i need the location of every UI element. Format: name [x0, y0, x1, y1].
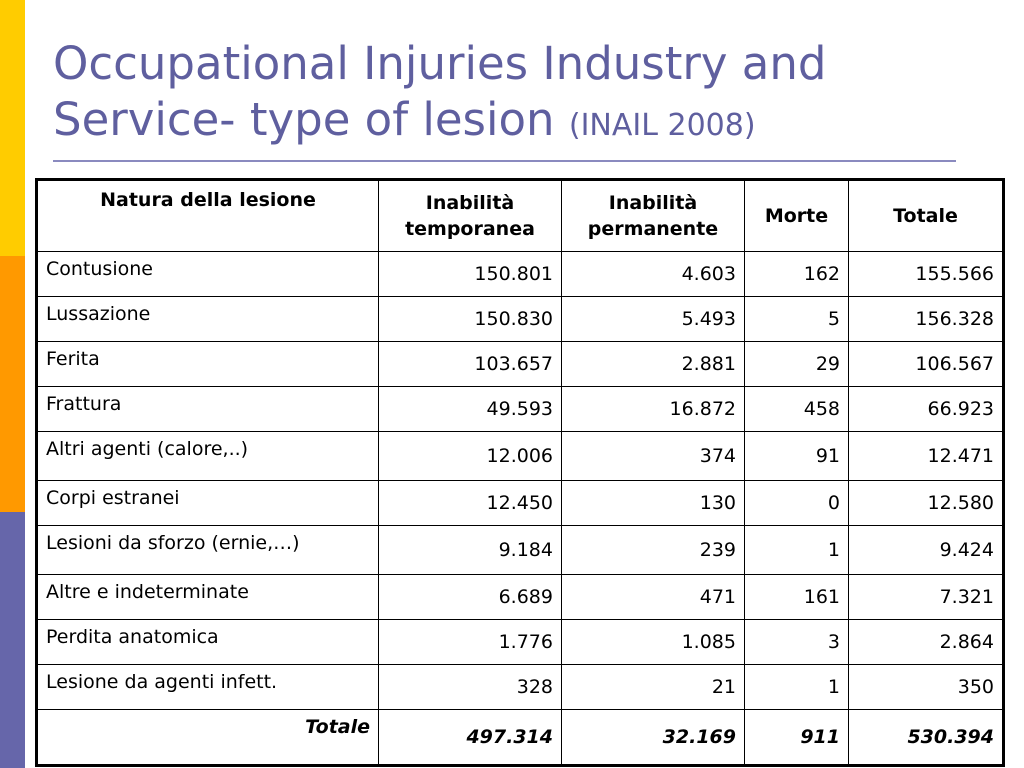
cell-inabilita-temporanea: 49.593 — [378, 386, 562, 432]
cell-inabilita-permanente: 130 — [561, 480, 745, 526]
table-row: Lussazione 150.830 5.493 5 156.328 — [36, 296, 1004, 342]
table-row: Perdita anatomica 1.776 1.085 3 2.864 — [36, 619, 1004, 665]
cell-inabilita-permanente: 471 — [561, 574, 745, 620]
table-row: Frattura 49.593 16.872 458 66.923 — [36, 386, 1004, 432]
table-row: Contusione 150.801 4.603 162 155.566 — [36, 251, 1004, 297]
cell-morte: 0 — [744, 480, 849, 526]
cell-inabilita-permanente: 2.881 — [561, 341, 745, 387]
slide-title-source: (INAIL 2008) — [568, 108, 756, 143]
row-label: Perdita anatomica — [36, 619, 379, 665]
table-row: Corpi estranei 12.450 130 0 12.580 — [36, 480, 1004, 526]
cell-totale: 66.923 — [848, 386, 1004, 432]
table-row: Altri agenti (calore,..) 12.006 374 91 1… — [36, 431, 1004, 481]
accent-bar-purple — [0, 512, 25, 768]
cell-morte: 3 — [744, 619, 849, 665]
cell-inabilita-temporanea: 6.689 — [378, 574, 562, 620]
cell-inabilita-temporanea: 12.006 — [378, 431, 562, 481]
column-header: Inabilità temporanea — [378, 179, 562, 252]
row-label: Lesioni da sforzo (ernie,…) — [36, 525, 379, 575]
cell-inabilita-permanente: 374 — [561, 431, 745, 481]
cell-inabilita-temporanea: 328 — [378, 664, 562, 710]
cell-totale: 106.567 — [848, 341, 1004, 387]
cell-inabilita-temporanea: 150.801 — [378, 251, 562, 297]
cell-morte: 29 — [744, 341, 849, 387]
cell-totale: 12.580 — [848, 480, 1004, 526]
cell-inabilita-permanente: 16.872 — [561, 386, 745, 432]
row-label: Frattura — [36, 386, 379, 432]
slide-title-line2: Service- type of lesion (INAIL 2008) — [53, 92, 993, 154]
cell-totale: 156.328 — [848, 296, 1004, 342]
cell-morte: 161 — [744, 574, 849, 620]
table-row: Lesione da agenti infett. 328 21 1 350 — [36, 664, 1004, 710]
total-inabilita-permanente: 32.169 — [561, 709, 745, 766]
total-morte: 911 — [744, 709, 849, 766]
title-divider — [53, 160, 956, 162]
cell-morte: 162 — [744, 251, 849, 297]
total-totale: 530.394 — [848, 709, 1004, 766]
cell-totale: 9.424 — [848, 525, 1004, 575]
row-label: Lussazione — [36, 296, 379, 342]
injuries-table: Natura della lesione Inabilità temporane… — [35, 178, 1005, 767]
cell-totale: 7.321 — [848, 574, 1004, 620]
row-label: Ferita — [36, 341, 379, 387]
column-header: Morte — [744, 179, 849, 252]
table-header-row: Natura della lesione Inabilità temporane… — [36, 179, 1004, 252]
accent-bar-yellow — [0, 0, 25, 256]
cell-totale: 155.566 — [848, 251, 1004, 297]
slide-title-main: Service- type of lesion — [53, 93, 555, 146]
column-header: Inabilità permanente — [561, 179, 745, 252]
cell-totale: 12.471 — [848, 431, 1004, 481]
column-header: Totale — [848, 179, 1004, 252]
row-label: Altri agenti (calore,..) — [36, 431, 379, 481]
cell-inabilita-permanente: 4.603 — [561, 251, 745, 297]
cell-totale: 350 — [848, 664, 1004, 710]
column-header: Natura della lesione — [36, 179, 379, 252]
cell-inabilita-temporanea: 150.830 — [378, 296, 562, 342]
row-label: Lesione da agenti infett. — [36, 664, 379, 710]
total-inabilita-temporanea: 497.314 — [378, 709, 562, 766]
cell-inabilita-temporanea: 1.776 — [378, 619, 562, 665]
cell-inabilita-temporanea: 12.450 — [378, 480, 562, 526]
cell-inabilita-permanente: 5.493 — [561, 296, 745, 342]
row-label: Contusione — [36, 251, 379, 297]
table-row: Altre e indeterminate 6.689 471 161 7.32… — [36, 574, 1004, 620]
total-row: Totale 497.314 32.169 911 530.394 — [36, 709, 1004, 766]
cell-inabilita-permanente: 21 — [561, 664, 745, 710]
cell-inabilita-temporanea: 103.657 — [378, 341, 562, 387]
cell-morte: 1 — [744, 525, 849, 575]
cell-inabilita-temporanea: 9.184 — [378, 525, 562, 575]
cell-morte: 1 — [744, 664, 849, 710]
cell-totale: 2.864 — [848, 619, 1004, 665]
row-label: Altre e indeterminate — [36, 574, 379, 620]
cell-morte: 91 — [744, 431, 849, 481]
slide-title-line1: Occupational Injuries Industry and — [53, 37, 827, 90]
slide-title: Occupational Injuries Industry and Servi… — [53, 36, 993, 154]
cell-morte: 5 — [744, 296, 849, 342]
accent-bar-orange — [0, 256, 25, 512]
row-label: Corpi estranei — [36, 480, 379, 526]
table-row: Lesioni da sforzo (ernie,…) 9.184 239 1 … — [36, 525, 1004, 575]
cell-morte: 458 — [744, 386, 849, 432]
cell-inabilita-permanente: 239 — [561, 525, 745, 575]
table-row: Ferita 103.657 2.881 29 106.567 — [36, 341, 1004, 387]
total-label: Totale — [36, 709, 379, 766]
cell-inabilita-permanente: 1.085 — [561, 619, 745, 665]
